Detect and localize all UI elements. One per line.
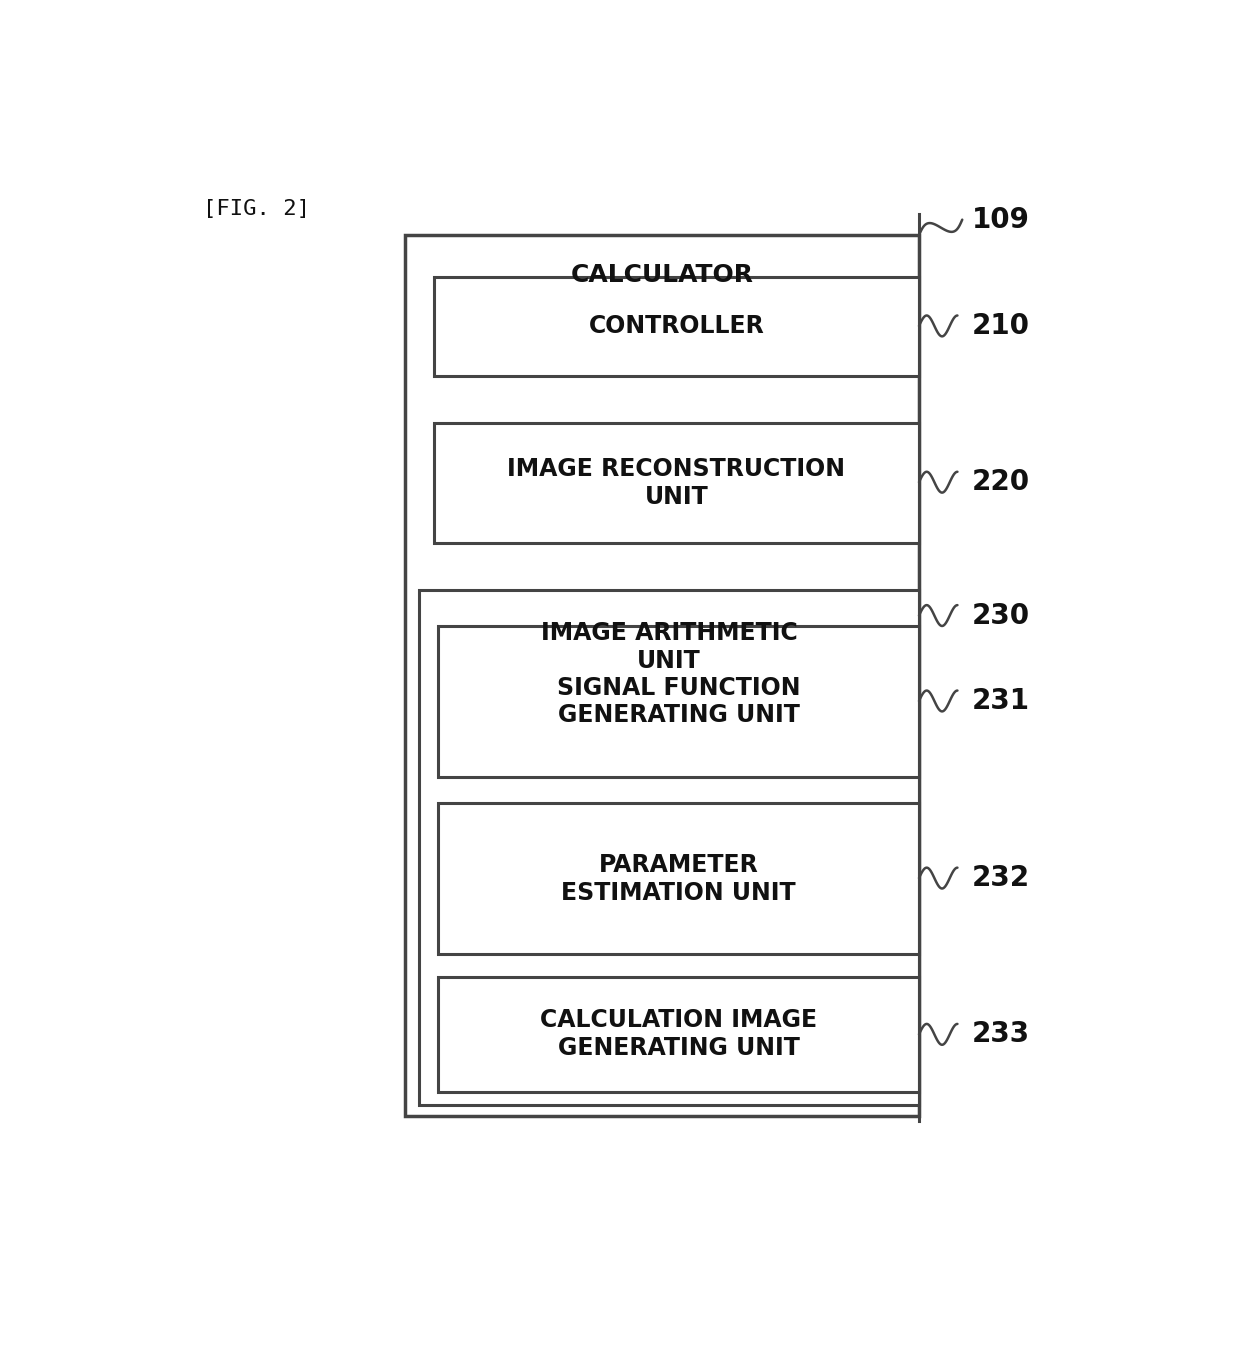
Bar — [434, 277, 919, 376]
Text: 232: 232 — [972, 865, 1030, 892]
Bar — [434, 422, 919, 543]
Bar — [439, 626, 919, 777]
Bar — [404, 235, 919, 1116]
Text: 210: 210 — [972, 313, 1030, 340]
Text: SIGNAL FUNCTION
GENERATING UNIT: SIGNAL FUNCTION GENERATING UNIT — [557, 675, 801, 728]
Text: CALCULATION IMAGE
GENERATING UNIT: CALCULATION IMAGE GENERATING UNIT — [541, 1008, 817, 1061]
Text: PARAMETER
ESTIMATION UNIT: PARAMETER ESTIMATION UNIT — [562, 852, 796, 905]
Text: CALCULATOR: CALCULATOR — [570, 262, 754, 287]
Text: CONTROLLER: CONTROLLER — [589, 314, 764, 338]
Text: 231: 231 — [972, 687, 1030, 714]
Text: 233: 233 — [972, 1020, 1030, 1049]
Bar — [439, 977, 919, 1092]
Text: [FIG. 2]: [FIG. 2] — [203, 199, 310, 219]
Text: 230: 230 — [972, 602, 1030, 629]
Text: 109: 109 — [972, 206, 1029, 234]
Text: 220: 220 — [972, 468, 1030, 497]
Text: IMAGE ARITHMETIC
UNIT: IMAGE ARITHMETIC UNIT — [541, 621, 797, 672]
Bar — [439, 804, 919, 954]
Bar — [419, 590, 919, 1105]
Text: IMAGE RECONSTRUCTION
UNIT: IMAGE RECONSTRUCTION UNIT — [507, 457, 846, 509]
